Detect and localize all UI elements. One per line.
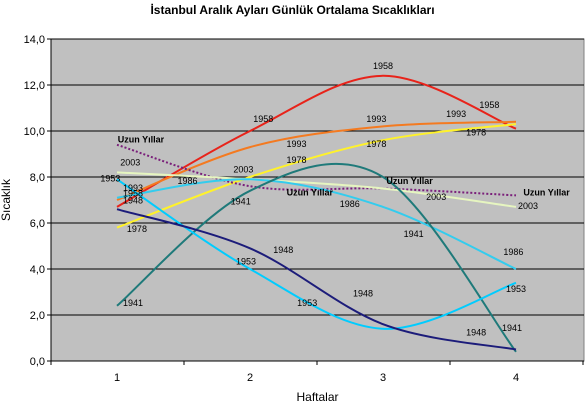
data-label: 1958 — [373, 61, 393, 71]
y-tick-label: 2,0 — [30, 310, 45, 322]
y-tick-label: 14,0 — [24, 34, 45, 46]
data-label: 1958 — [123, 189, 143, 199]
x-tick-label: 2 — [247, 372, 253, 384]
y-axis-title: Sıcaklık — [0, 178, 13, 221]
data-label: 1978 — [366, 139, 386, 149]
series-line-1941 — [116, 162, 517, 353]
data-label: 1993 — [287, 139, 307, 149]
data-label: 2003 — [518, 201, 538, 211]
y-tick-label: 0,0 — [30, 356, 45, 368]
y-tick-label: 10,0 — [24, 126, 45, 138]
data-label: 1993 — [366, 114, 386, 124]
data-label: Uzun Yıllar — [118, 135, 165, 145]
series-line-2003 — [116, 171, 517, 208]
gridlines — [51, 38, 584, 362]
series-line-1948 — [116, 208, 517, 351]
data-label: 1941 — [502, 323, 522, 333]
data-label: 1978 — [127, 224, 147, 234]
data-label: 1948 — [353, 289, 373, 299]
series-line-1953 — [116, 178, 517, 330]
x-tick-label: 4 — [513, 372, 519, 384]
data-label: 1948 — [273, 245, 293, 255]
data-label: 1993 — [123, 183, 143, 193]
data-label: 1978 — [466, 128, 486, 138]
data-label: 1953 — [506, 284, 526, 294]
y-tick-label: 12,0 — [24, 80, 45, 92]
data-label: 1986 — [177, 176, 197, 186]
axes: 0,0 2,0 4,0 6,0 8,0 10,0 12,0 14,0 1 2 3 4 — [24, 34, 584, 384]
x-axis-title: Haftalar — [296, 390, 338, 404]
data-label: 1948 — [466, 328, 486, 338]
data-label: 1941 — [404, 229, 424, 239]
data-label: 1953 — [236, 256, 256, 266]
data-label: 2003 — [426, 192, 446, 202]
data-label: 1941 — [231, 197, 251, 207]
data-label: 1986 — [503, 247, 523, 257]
data-label: 2003 — [120, 158, 140, 168]
data-label: Uzun Yıllar — [523, 187, 570, 197]
data-label: 1958 — [253, 114, 273, 124]
data-label: 1993 — [446, 109, 466, 119]
x-tick-label: 3 — [380, 372, 386, 384]
data-label: 1978 — [287, 155, 307, 165]
series-line-uzun-yillar — [116, 143, 517, 197]
data-label: 1986 — [340, 199, 360, 209]
x-tick-label: 1 — [114, 372, 120, 384]
data-label: 1953 — [297, 298, 317, 308]
data-label: 1948 — [123, 195, 143, 205]
chart-title: İstanbul Aralık Ayları Günlük Ortalama S… — [150, 3, 435, 17]
data-label: Uzun Yıllar — [287, 187, 334, 197]
series-line-1986 — [116, 178, 517, 270]
data-label: 2003 — [233, 164, 253, 174]
data-label: 1941 — [123, 298, 143, 308]
data-label: Uzun Yıllar — [386, 176, 433, 186]
y-tick-label: 6,0 — [30, 218, 45, 230]
series-line-1978 — [116, 123, 517, 229]
y-tick-label: 8,0 — [30, 172, 45, 184]
series-lines — [116, 74, 517, 353]
data-label: 1958 — [479, 100, 499, 110]
y-tick-label: 4,0 — [30, 264, 45, 276]
data-label: 1953 — [100, 174, 120, 184]
series-line-1958 — [116, 74, 517, 208]
